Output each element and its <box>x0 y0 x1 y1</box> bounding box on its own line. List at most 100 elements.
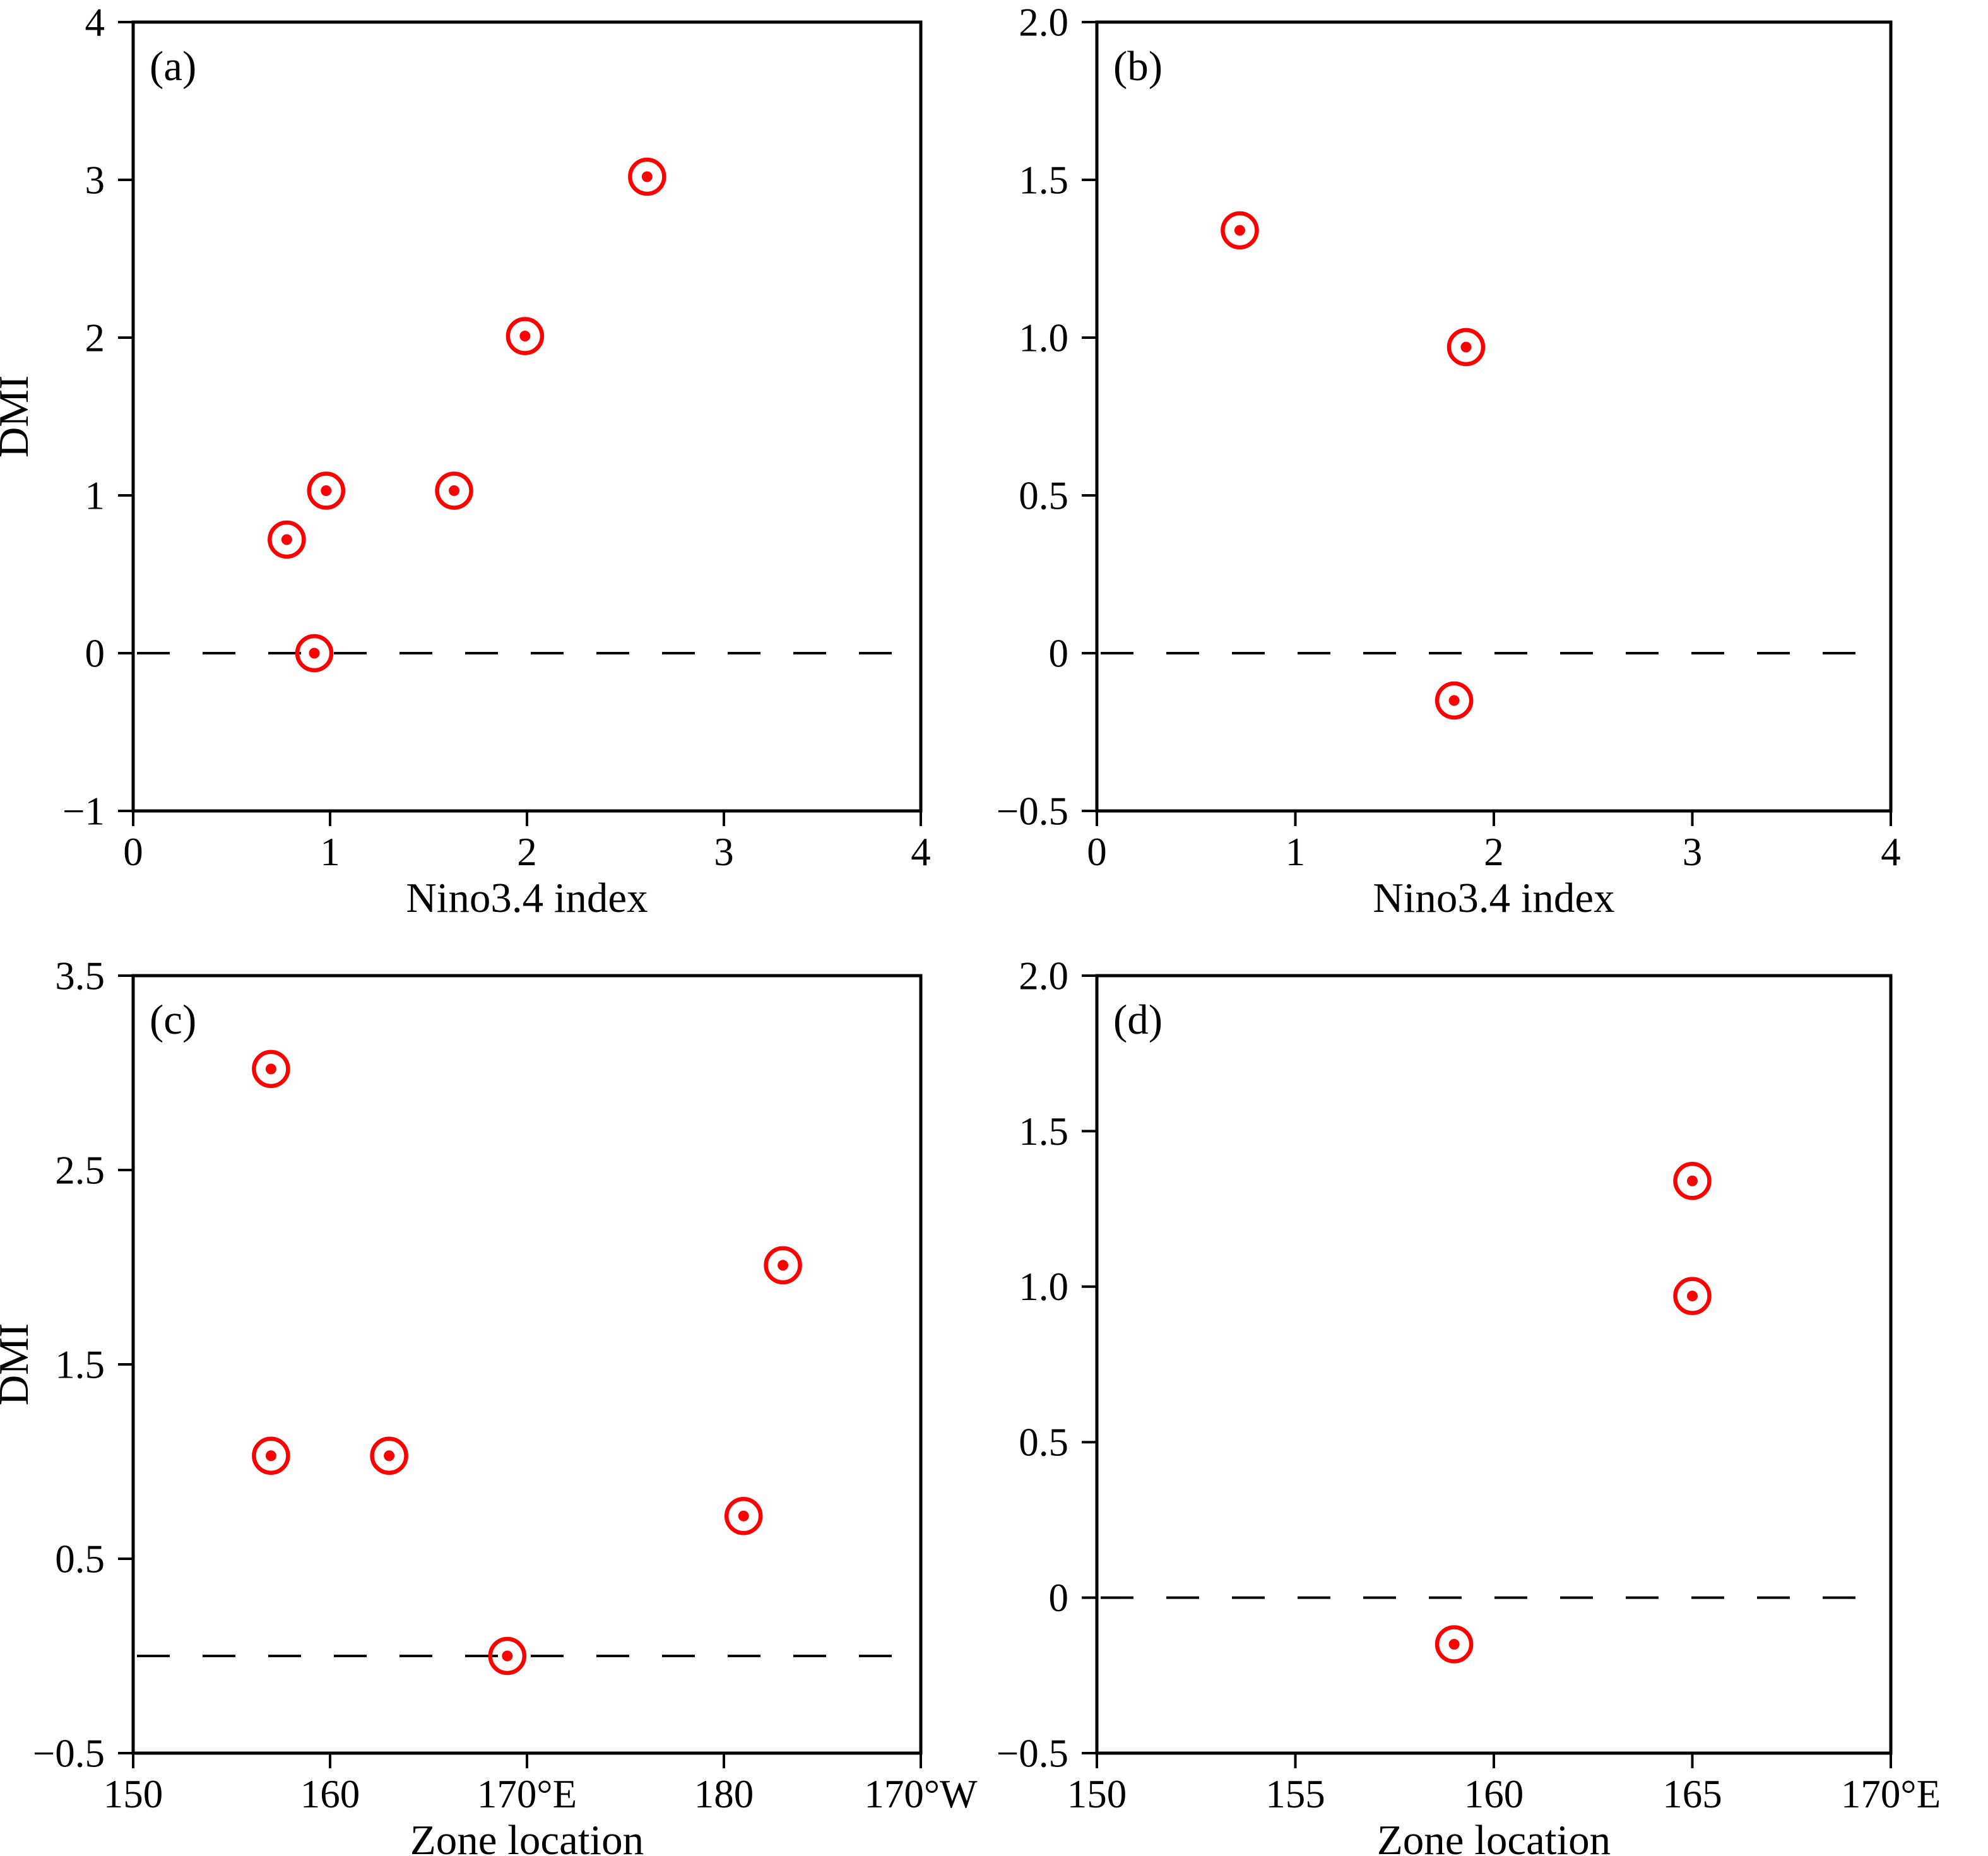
y-tick-label: 0.5 <box>1019 1421 1068 1465</box>
marker-center-dot <box>321 485 332 496</box>
panel-letter: (c) <box>150 996 196 1043</box>
x-tick-label: 160 <box>300 1772 360 1816</box>
y-tick-label: 1.0 <box>1019 316 1068 360</box>
x-tick-label: 3 <box>1683 830 1703 874</box>
x-tick-label: 170°E <box>477 1772 577 1816</box>
marker-ring <box>628 157 666 196</box>
y-tick-label: −0.5 <box>997 1731 1068 1775</box>
y-tick-label: 2 <box>85 316 105 360</box>
marker-ring <box>307 471 346 510</box>
data-point <box>628 157 666 196</box>
marker-ring <box>1435 1625 1474 1664</box>
marker-center-dot <box>1448 1639 1460 1650</box>
x-tick-label: 170°W <box>864 1772 978 1816</box>
data-point <box>370 1436 408 1475</box>
marker-ring <box>435 471 473 510</box>
data-point <box>1447 328 1486 367</box>
marker-center-dot <box>778 1260 789 1271</box>
marker-ring <box>724 1496 763 1535</box>
x-tick-label: 4 <box>911 830 931 874</box>
panel-a: 0 1 2 3 4 4 3 2 1 0 −1 Nino3.4 index DMI (a) <box>0 0 931 921</box>
marker-center-dot <box>519 331 531 341</box>
marker-ring <box>295 634 334 673</box>
data-point <box>307 471 346 510</box>
data-point <box>488 1636 527 1676</box>
data-point <box>506 317 545 355</box>
marker-ring <box>1435 681 1474 720</box>
x-tick-label: 1 <box>320 830 340 874</box>
data-point <box>252 1049 290 1089</box>
marker-ring <box>764 1246 802 1285</box>
panel-letter: (b) <box>1113 43 1163 90</box>
data-point <box>1673 1161 1712 1200</box>
marker-ring <box>252 1436 290 1475</box>
marker-center-dot <box>1448 695 1460 706</box>
marker-center-dot <box>309 647 320 659</box>
x-tick-label: 160 <box>1464 1772 1524 1816</box>
x-tick-label: 2 <box>517 830 537 874</box>
marker-center-dot <box>641 171 653 182</box>
marker-ring <box>1673 1161 1712 1200</box>
plot-frame <box>1095 974 1893 1755</box>
marker-ring <box>488 1636 527 1676</box>
marker-center-dot <box>265 1063 276 1075</box>
data-point <box>1435 1625 1474 1664</box>
y-axis-title: DMI <box>0 375 37 458</box>
marker-center-dot <box>738 1510 749 1522</box>
marker-center-dot <box>1687 1175 1698 1186</box>
panel-b: 0 1 2 3 4 2.0 1.5 1.0 0.5 0 −0.5 Nino3.4 index (b) <box>997 0 1901 921</box>
marker-center-dot <box>449 485 460 496</box>
marker-center-dot <box>1460 341 1472 353</box>
marker-center-dot <box>265 1450 276 1462</box>
marker-ring <box>1221 211 1259 250</box>
x-tick-label: 150 <box>1067 1772 1127 1816</box>
marker-ring <box>506 317 545 355</box>
y-tick-label: 0 <box>1049 631 1069 675</box>
marker-ring <box>252 1049 290 1089</box>
marker-ring <box>1673 1277 1712 1315</box>
x-axis-title: Zone location <box>410 1817 644 1856</box>
x-tick-label: 1 <box>1286 830 1306 874</box>
marker-center-dot <box>1234 225 1245 236</box>
panel-c: 150 160 170°E 180 170°W 3.5 2.5 1.5 0.5 −0.5 Zone … <box>0 954 978 1856</box>
y-tick-label: −1 <box>62 789 105 833</box>
y-tick-label: 2.5 <box>55 1148 105 1192</box>
x-tick-label: 2 <box>1484 830 1504 874</box>
y-tick-label: 2.0 <box>1019 0 1068 44</box>
marker-ring <box>1447 328 1486 367</box>
y-tick-label: 3.5 <box>55 954 105 998</box>
y-tick-label: 0 <box>85 631 105 675</box>
data-point <box>295 634 334 673</box>
panel-letter: (a) <box>150 43 196 90</box>
y-tick-label: 4 <box>85 0 105 44</box>
y-tick-label: 2.0 <box>1019 954 1068 998</box>
y-tick-label: −0.5 <box>33 1731 105 1775</box>
x-tick-label: 165 <box>1662 1772 1722 1816</box>
plot-frame <box>131 20 923 813</box>
y-tick-label: −0.5 <box>997 789 1068 833</box>
x-tick-label: 170°E <box>1841 1772 1941 1816</box>
panel-d: 150 155 160 165 170°E 2.0 1.5 1.0 0.5 0 −0.5 Zone l… <box>997 954 1941 1856</box>
x-axis-title: Nino3.4 index <box>1373 875 1614 921</box>
marker-ring <box>268 520 306 559</box>
data-point <box>1673 1277 1712 1315</box>
x-tick-label: 3 <box>714 830 734 874</box>
y-tick-label: 3 <box>85 158 105 202</box>
x-tick-label: 0 <box>123 830 143 874</box>
x-tick-label: 0 <box>1087 830 1107 874</box>
y-tick-label: 0.5 <box>1019 473 1068 517</box>
marker-center-dot <box>384 1450 395 1462</box>
y-axis-title: DMI <box>0 1323 37 1405</box>
data-point <box>1221 211 1259 250</box>
marker-ring <box>370 1436 408 1475</box>
x-tick-label: 4 <box>1881 830 1901 874</box>
data-point <box>252 1436 290 1475</box>
plot-frame <box>131 974 923 1755</box>
y-tick-label: 1.5 <box>1019 1109 1068 1154</box>
data-point <box>268 520 306 559</box>
marker-center-dot <box>1687 1291 1698 1302</box>
data-point <box>724 1496 763 1535</box>
x-tick-label: 155 <box>1265 1772 1325 1816</box>
plot-frame <box>1095 20 1893 813</box>
